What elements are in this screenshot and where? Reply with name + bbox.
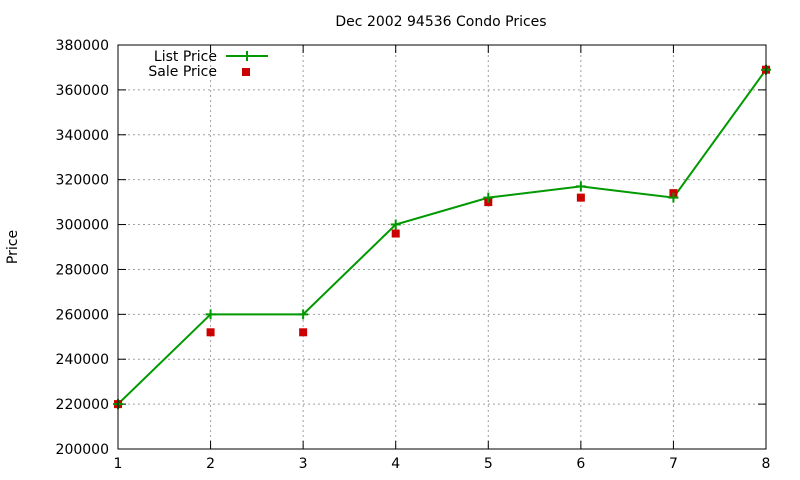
list-price-point [575, 181, 586, 192]
x-tick-label: 8 [762, 456, 771, 472]
sale-price-point [299, 328, 308, 337]
y-tick-label: 220000 [56, 397, 109, 413]
list-price-point [205, 309, 216, 320]
sale-price-point [206, 328, 215, 337]
y-tick-label: 380000 [56, 38, 109, 54]
list-price-point [483, 192, 494, 203]
legend-label-list-price: List Price [154, 49, 217, 65]
y-axis-title: Price [5, 230, 21, 264]
list-price-point [390, 219, 401, 230]
x-tick-label: 6 [576, 456, 585, 472]
y-tick-label: 300000 [56, 218, 109, 234]
x-tick-label: 4 [391, 456, 400, 472]
grid [118, 45, 766, 449]
plot-frame [117, 44, 767, 450]
y-tick-label: 360000 [56, 83, 109, 99]
list-price-point [668, 192, 679, 203]
legend-marker-list-price [242, 51, 252, 61]
y-tick-label: 320000 [56, 173, 109, 189]
x-tick-label: 1 [114, 456, 123, 472]
chart-title: Dec 2002 94536 Condo Prices [335, 14, 546, 30]
y-tick-label: 200000 [56, 442, 109, 458]
x-tick-label: 3 [299, 456, 308, 472]
y-tick-label: 260000 [56, 307, 109, 323]
axis-ticks [117, 44, 767, 450]
list-price-line [117, 69, 767, 405]
legend-label-sale-price: Sale Price [148, 64, 217, 80]
sale-price-point [391, 229, 400, 238]
y-tick-label: 280000 [56, 262, 109, 278]
sale-price-point [576, 193, 585, 202]
x-tick-label: 2 [206, 456, 215, 472]
x-tick-label: 7 [669, 456, 678, 472]
y-tick-label: 340000 [56, 128, 109, 144]
x-tick-label: 5 [484, 456, 493, 472]
legend-marker-sale-price [242, 68, 250, 76]
list-price-point [298, 309, 309, 320]
tick-labels: 200000 220000 240000 260000 280000 300000 3200… [56, 38, 771, 472]
data-series [113, 64, 771, 410]
y-tick-label: 240000 [56, 352, 109, 368]
